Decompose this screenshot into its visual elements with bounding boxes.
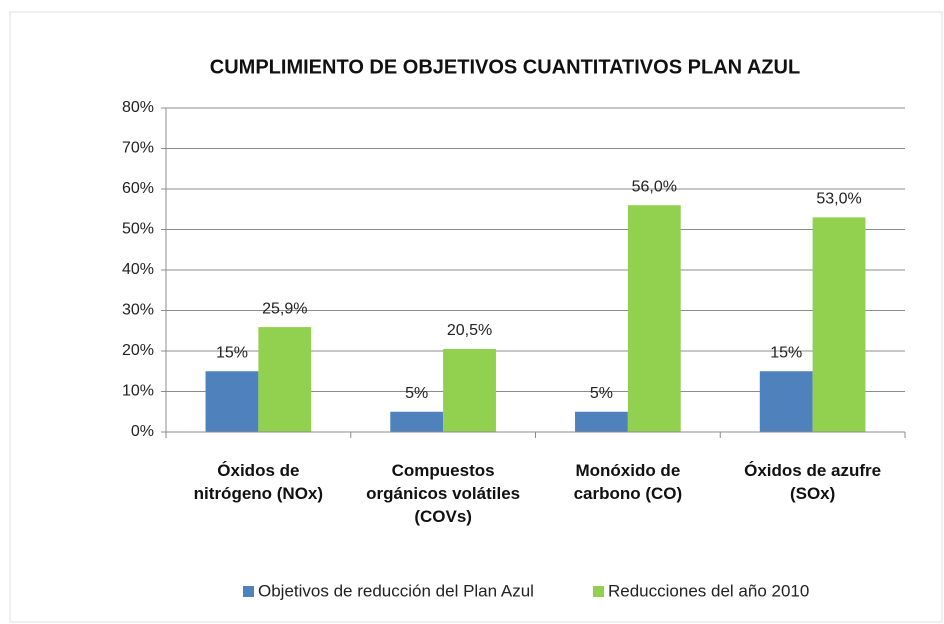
y-tick-label: 70%	[122, 140, 154, 157]
bar	[759, 371, 813, 432]
bar	[443, 348, 496, 432]
y-tick-label: 50%	[122, 221, 154, 238]
y-tick-label: 20%	[122, 342, 154, 359]
data-label: 15%	[216, 344, 248, 361]
bar	[205, 371, 259, 432]
data-label: 5%	[405, 385, 428, 402]
data-label: 20,5%	[447, 322, 492, 339]
bar	[812, 217, 866, 432]
y-tick-label: 30%	[122, 302, 154, 319]
x-tick-label: Óxidos de azufre (SOx)	[744, 461, 882, 503]
chart-frame	[9, 11, 943, 623]
data-label: 25,9%	[262, 300, 307, 317]
data-label: 15%	[770, 344, 802, 361]
y-tick-label: 0%	[131, 423, 154, 440]
bar	[390, 411, 444, 432]
legend-swatch	[593, 586, 604, 597]
y-tick-label: 10%	[122, 383, 154, 400]
x-tick-label: Compuestos orgánicos volátiles (COVs)	[366, 461, 521, 526]
bar	[258, 327, 312, 432]
x-tick-label: Monóxido de carbono (CO)	[573, 461, 683, 503]
legend-swatch	[243, 586, 254, 597]
y-tick-label: 60%	[122, 180, 154, 197]
legend-label: Reducciones del año 2010	[608, 581, 809, 600]
y-tick-label: 40%	[122, 261, 154, 278]
legend-label: Objetivos de reducción del Plan Azul	[258, 581, 534, 600]
y-tick-label: 80%	[122, 99, 154, 116]
data-label: 5%	[590, 385, 613, 402]
data-label: 53,0%	[816, 191, 861, 208]
bar	[627, 205, 681, 432]
chart-title: CUMPLIMIENTO DE OBJETIVOS CUANTITATIVOS …	[210, 56, 800, 78]
bar	[575, 411, 628, 432]
data-label: 56,0%	[632, 178, 677, 195]
x-tick-label: Óxidos de nitrógeno (NOx)	[193, 461, 324, 503]
